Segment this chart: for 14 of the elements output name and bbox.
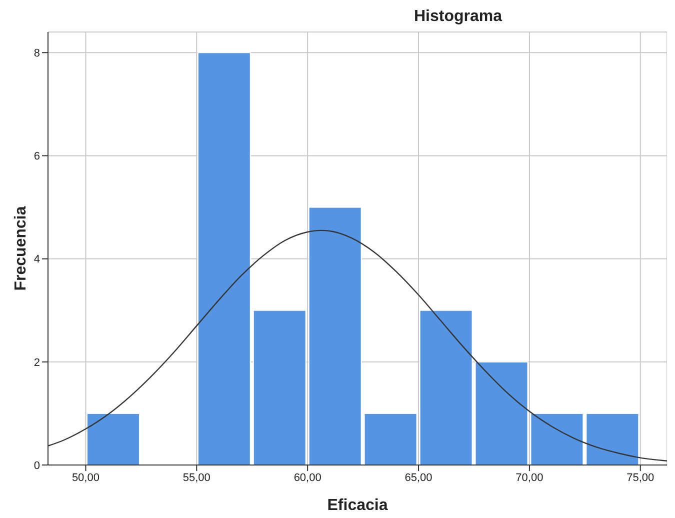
x-tick-label: 65,00 xyxy=(404,472,432,484)
x-tick-label: 50,00 xyxy=(72,472,100,484)
y-tick-label: 2 xyxy=(34,356,40,369)
x-axis-title: Eficacia xyxy=(327,497,388,514)
x-tick-label: 60,00 xyxy=(294,472,322,484)
y-tick-label: 6 xyxy=(34,150,40,163)
x-tick-label: 70,00 xyxy=(516,472,544,484)
y-tick-label: 0 xyxy=(34,460,40,472)
y-axis-title: Frecuencia xyxy=(12,206,30,291)
x-tick-label: 75,00 xyxy=(626,472,654,484)
y-tick-label: 8 xyxy=(34,48,40,60)
chart-title: Histograma xyxy=(412,8,504,26)
x-tick-label: 55,00 xyxy=(182,472,210,484)
y-tick-label: 4 xyxy=(34,254,40,266)
